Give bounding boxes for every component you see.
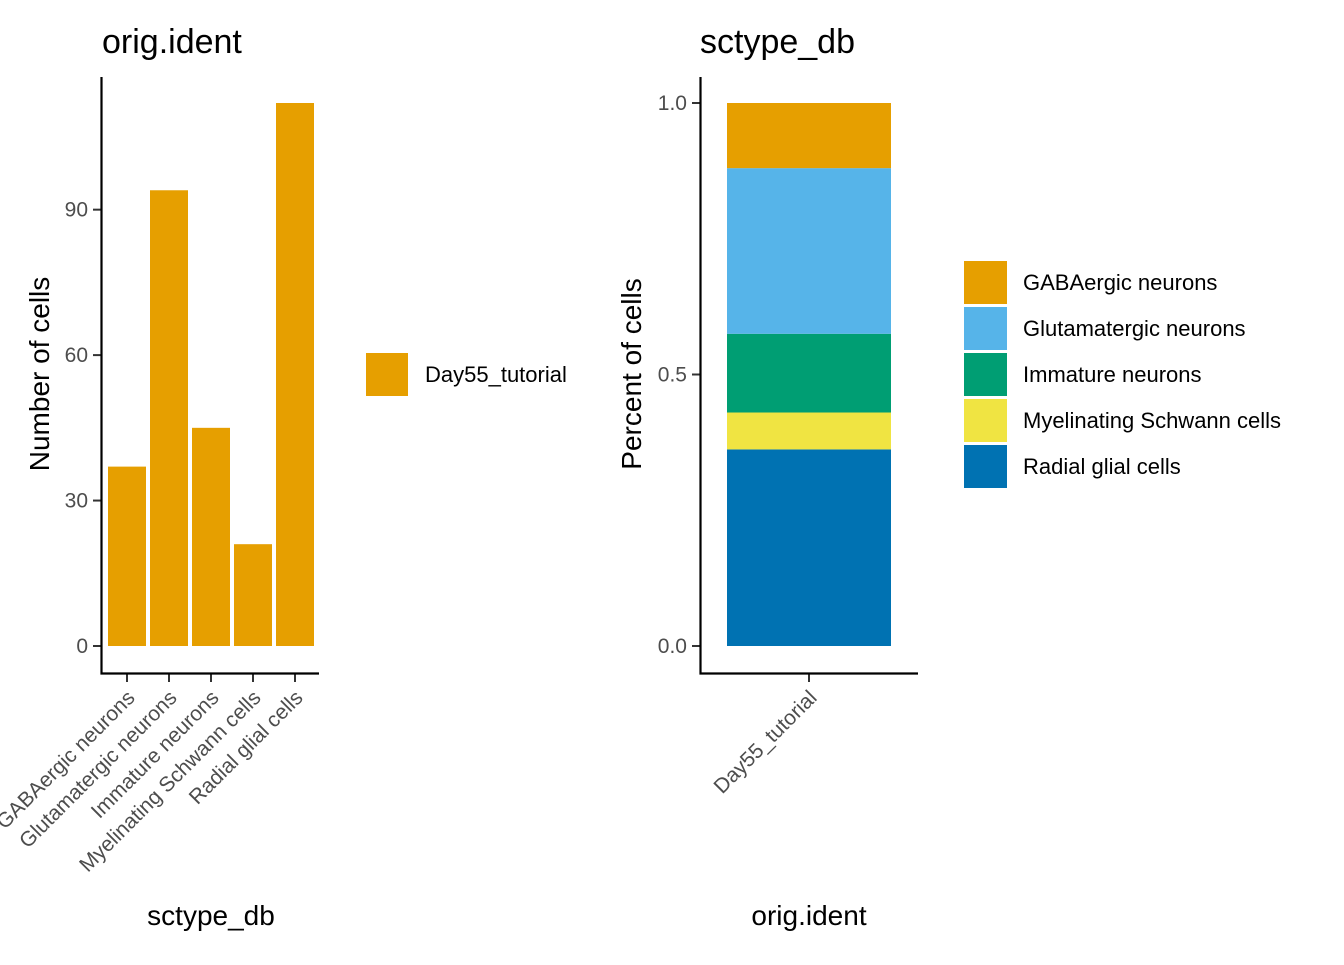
bar-3 xyxy=(234,544,272,646)
left-legend: Day55_tutorial xyxy=(366,353,567,396)
bar-0 xyxy=(108,466,146,646)
left-axes xyxy=(100,77,319,675)
bar-4 xyxy=(276,103,314,646)
legend-swatch xyxy=(964,261,1007,304)
stack-segment-2 xyxy=(727,333,891,413)
legend-label: Day55_tutorial xyxy=(425,362,567,387)
stack-segment-3 xyxy=(727,412,891,450)
right-axes xyxy=(699,77,918,675)
legend-swatch xyxy=(964,353,1007,396)
y-tick-label: 60 xyxy=(65,344,88,367)
left-bars xyxy=(108,103,314,646)
y-tick-label: 30 xyxy=(65,490,88,513)
stack-segment-1 xyxy=(727,168,891,334)
y-tick-label: 0.0 xyxy=(658,635,687,658)
y-tick-label: 90 xyxy=(65,199,88,222)
y-tick-label: 0.5 xyxy=(658,364,687,387)
bar-2 xyxy=(192,427,230,646)
stack-segment-0 xyxy=(727,103,891,169)
legend-label: Glutamatergic neurons xyxy=(1023,316,1246,341)
right-stacked-bar xyxy=(727,103,891,646)
right-y-ticks: 0.0 0.5 1.0 xyxy=(658,92,700,658)
right-chart-title: sctype_db xyxy=(700,23,855,61)
legend-swatch xyxy=(366,353,408,396)
right-x-axis-title: orig.ident xyxy=(751,900,866,931)
left-chart-title: orig.ident xyxy=(102,23,242,61)
x-tick-label: Day55_tutorial xyxy=(710,686,822,798)
left-panel: orig.ident Number of cells sctype_db 0 30… xyxy=(0,23,567,931)
left-x-axis-title: sctype_db xyxy=(147,900,275,931)
legend-label: Radial glial cells xyxy=(1023,454,1181,479)
stack-segment-4 xyxy=(727,449,891,646)
legend-swatch xyxy=(964,399,1007,442)
legend-label: Immature neurons xyxy=(1023,362,1202,387)
legend-label: GABAergic neurons xyxy=(1023,270,1217,295)
right-y-axis-title: Percent of cells xyxy=(616,278,647,469)
y-tick-label: 1.0 xyxy=(658,92,687,115)
bar-1 xyxy=(150,190,188,646)
left-y-axis-title: Number of cells xyxy=(24,277,55,472)
right-x-ticks: Day55_tutorial xyxy=(710,674,822,798)
legend-swatch xyxy=(964,307,1007,350)
left-y-ticks: 0 30 60 90 xyxy=(65,199,101,658)
legend-label: Myelinating Schwann cells xyxy=(1023,408,1281,433)
right-panel: sctype_db Percent of cells orig.ident 0.… xyxy=(616,23,1281,931)
right-legend: GABAergic neurons Glutamatergic neurons Im… xyxy=(964,261,1281,488)
y-tick-label: 0 xyxy=(76,635,88,658)
legend-swatch xyxy=(964,445,1007,488)
